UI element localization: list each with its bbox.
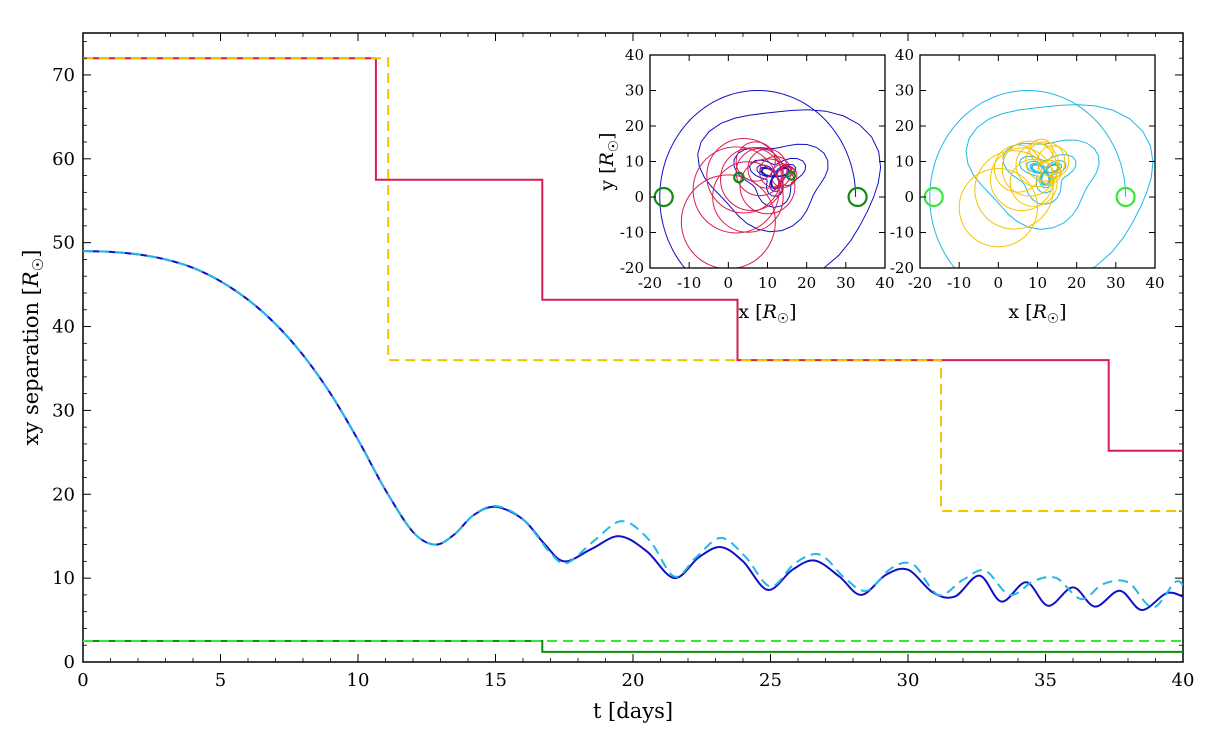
inset-right-ticks-group: -20 -10 0 10 20 30 40 -20 -10 0 10 20 30 40: [890, 46, 1165, 292]
inset-left-series-clip: [653, 90, 882, 268]
inset-x-tick-label: 30: [1106, 274, 1125, 292]
y-axis-label: xy separation [R☉]: [19, 250, 47, 446]
y-tick-label: 30: [52, 400, 75, 421]
x-tick-label: 10: [347, 670, 370, 691]
y-tick-label: 60: [52, 149, 75, 170]
x-tick-label: 25: [759, 670, 782, 691]
inset-orbit-yellow-circle: [958, 167, 1038, 248]
inset-x-tick-label: 20: [797, 274, 816, 292]
inset-y-tick-label: 10: [625, 153, 644, 171]
series-step-red-solid: [83, 57, 1183, 452]
inset-orbit-red-circle: [680, 174, 776, 268]
inset-x-tick-label: 10: [758, 274, 777, 292]
inset-markers-green-circle: [1115, 186, 1136, 208]
inset-y-tick-label: 10: [895, 153, 914, 171]
inset-right-plot: -20 -10 0 10 20 30 40 -20 -10 0 10 20 30 40 x [R☉]: [890, 46, 1165, 327]
inset-y-tick-label: -10: [890, 224, 914, 242]
main-plot: 0 5 10 15 20 25 30 35 40 0 10 20 30 40 50 60 70 t [days]…: [19, 32, 1194, 723]
inset-x-tick-label: 20: [1067, 274, 1086, 292]
inset-y-tick-label: 40: [625, 46, 644, 64]
inset-x-tick-label: -10: [677, 274, 701, 292]
x-tick-label: 20: [622, 670, 645, 691]
inset-y-tick-label: -20: [890, 259, 914, 277]
y-tick-label: 70: [52, 65, 75, 86]
inset-right-series-group: [923, 90, 1154, 268]
inset-left-ticks-group: -20 -10 0 10 20 30 40 -20 -10 0 10 20 30 40: [620, 46, 895, 292]
inset-y-tick-label: 30: [895, 82, 914, 100]
inset-right-series-clip: [923, 90, 1154, 268]
y-tick-label: 50: [52, 233, 75, 254]
x-tick-label: 35: [1034, 670, 1057, 691]
inset-orbit-red-circle: [706, 137, 782, 214]
inset-x-tick-label: 40: [875, 274, 894, 292]
inset-orbit-yellow-circle: [1037, 159, 1062, 185]
inset-markers-green-circle: [733, 171, 745, 184]
x-tick-label: 0: [77, 670, 88, 691]
y-tick-label: 40: [52, 317, 75, 338]
inset-y-tick-label: -20: [620, 259, 644, 277]
inset-y-tick-label: 40: [895, 46, 914, 64]
inset-orbit-red-circle: [747, 148, 788, 189]
inset-x-tick-label: 30: [836, 274, 855, 292]
inset-right-x-axis-label: x [R☉]: [1008, 301, 1066, 327]
inset-orbit-yellow-circle: [1001, 140, 1058, 197]
inset-x-tick-label: 0: [994, 274, 1004, 292]
inset-x-tick-label: 10: [1028, 274, 1047, 292]
inset-orbit-blue: [659, 90, 882, 268]
inset-orbit-yellow-circle: [1029, 138, 1054, 164]
inset-left-series-group: [653, 90, 882, 268]
inset-left-plot: -20 -10 0 10 20 30 40 -20 -10 0 10 20 30 40 x [R☉] y …: [596, 46, 895, 327]
inset-orbit-red-circle: [712, 161, 784, 233]
series-step-yellow-dashed: [83, 57, 1183, 512]
inset-markers-green-circle: [847, 186, 868, 208]
series-separation-dashed: [82, 250, 1184, 609]
y-tick-label: 0: [64, 652, 75, 673]
inset-orbit-red-circle: [739, 158, 796, 215]
inset-orbit-red-circle: [735, 141, 776, 182]
inset-orbit-red-circle: [735, 148, 784, 197]
x-axis-label: t [days]: [593, 699, 673, 723]
x-tick-label: 40: [1172, 670, 1195, 691]
main-ticks-group: 0 5 10 15 20 25 30 35 40 0 10 20 30 40 50 60 70: [52, 33, 1194, 691]
inset-x-tick-label: -10: [947, 274, 971, 292]
inset-orbit-yellow-circle: [1025, 141, 1066, 182]
inset-x-tick-label: 0: [724, 274, 734, 292]
inset-orbit-red-circle: [776, 165, 798, 186]
inset-orbit-red-circle: [720, 147, 784, 212]
inset-orbit-yellow-circle: [993, 144, 1042, 193]
inset-y-tick-label: 0: [904, 188, 914, 206]
inset-y-tick-label: 0: [634, 188, 644, 206]
x-tick-label: 30: [897, 670, 920, 691]
inset-x-tick-label: 40: [1145, 274, 1164, 292]
inset-y-tick-label: -10: [620, 224, 644, 242]
main-series-group: [82, 57, 1184, 653]
inset-y-tick-label: 20: [895, 117, 914, 135]
inset-orbit-cyan: [929, 90, 1154, 268]
inset-left-y-axis-label: y [R☉]: [596, 132, 622, 191]
y-tick-label: 20: [52, 484, 75, 505]
inset-left-x-axis-label: x [R☉]: [738, 301, 796, 327]
inset-markers-green-circle: [785, 170, 797, 181]
inset-orbit-yellow-circle: [974, 150, 1054, 230]
series-step-green-solid: [83, 640, 1183, 653]
inset-orbit-red-circle: [692, 146, 780, 234]
x-tick-label: 15: [484, 670, 507, 691]
y-tick-label: 10: [52, 568, 75, 589]
inset-y-tick-label: 20: [625, 117, 644, 135]
inset-x-tick-label: -20: [638, 274, 662, 292]
x-tick-label: 5: [215, 670, 226, 691]
inset-x-tick-label: -20: [908, 274, 932, 292]
inset-y-tick-label: 30: [625, 82, 644, 100]
